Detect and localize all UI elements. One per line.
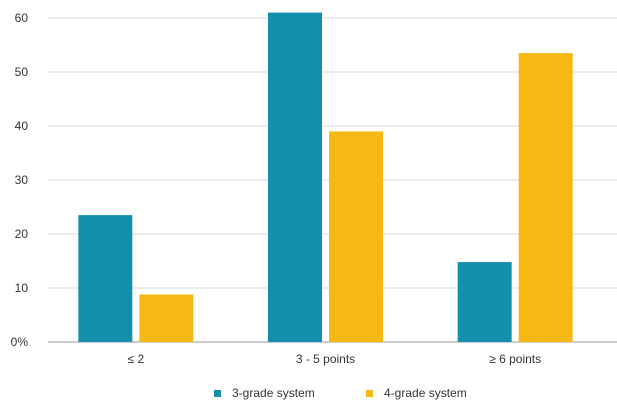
y-tick-label: 10	[15, 281, 29, 295]
bar-three-grade-1	[268, 12, 322, 342]
y-tick-label: 0%	[11, 335, 29, 349]
bars	[78, 12, 573, 342]
y-tick-label: 50	[15, 65, 29, 79]
legend: 3-grade system 4-grade system	[214, 386, 467, 400]
bar-four-grade-2	[518, 53, 573, 342]
bar-three-grade-2	[457, 262, 512, 342]
y-tick-label: 40	[15, 119, 29, 133]
x-tick-label: ≤ 2	[128, 352, 145, 366]
legend-label: 4-grade system	[384, 386, 467, 400]
bar-four-grade-1	[329, 131, 383, 342]
legend-label: 3-grade system	[232, 386, 315, 400]
x-tick-label: ≥ 6 points	[489, 352, 541, 366]
legend-swatch	[366, 390, 373, 397]
y-tick-label: 20	[15, 227, 29, 241]
y-tick-label: 30	[15, 173, 29, 187]
x-tick-label: 3 - 5 points	[296, 352, 355, 366]
x-axis-ticks: ≤ 2 3 - 5 points ≥ 6 points	[128, 352, 542, 366]
bar-four-grade-0	[139, 294, 194, 342]
legend-swatch	[214, 390, 221, 397]
y-axis-ticks: 0% 10 20 30 40 50 60	[11, 11, 29, 349]
y-tick-label: 60	[15, 11, 29, 25]
bar-three-grade-0	[78, 215, 133, 342]
